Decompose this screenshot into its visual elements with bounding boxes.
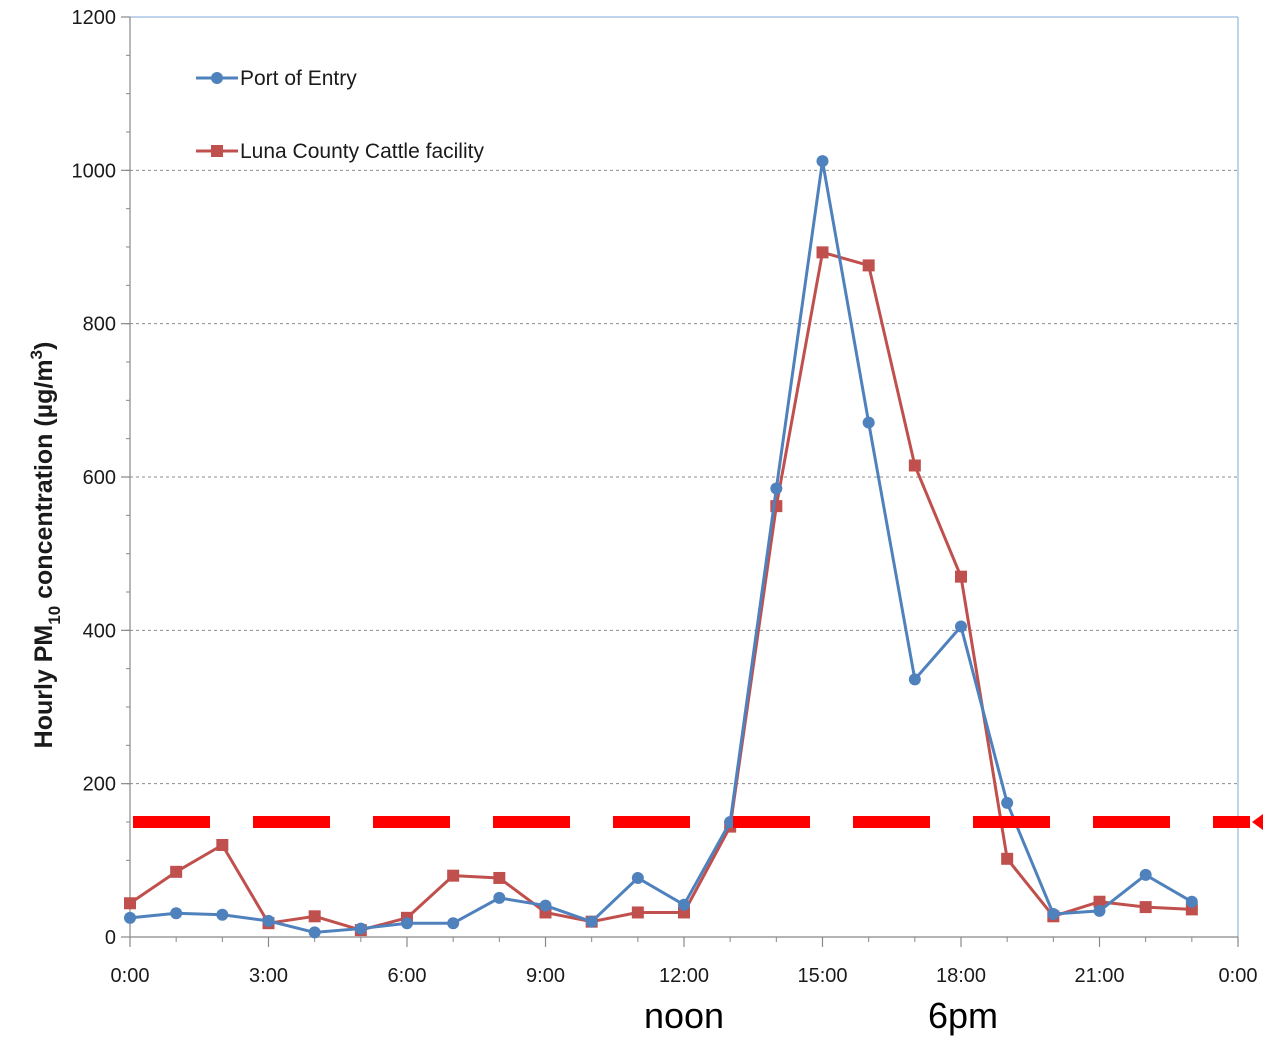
data-point [955,620,967,633]
x-tick-label: 12:00 [659,965,709,987]
data-point [862,416,875,429]
data-point [631,906,644,919]
data-point [678,898,690,911]
y-axis-ticks: 0 200 400 600 800 1000 1200 [72,7,130,949]
x-tick-label: 6:00 [388,965,427,987]
data-point [1139,901,1152,914]
x-tick-label: 15:00 [797,965,847,987]
data-point [631,871,644,884]
data-point [308,910,321,923]
data-point [955,570,967,583]
y-tick-label: 200 [83,774,116,796]
y-tick-label: 1000 [72,160,117,182]
data-point [124,911,136,924]
data-point [1047,908,1060,920]
data-point [585,915,598,928]
data-point [216,908,229,921]
x-tick-label: 18:00 [936,965,986,987]
y-axis-label: Hourly PM10 concentration (µg/m3) [27,342,64,749]
data-point [539,899,552,912]
threshold-arrow [1252,814,1263,830]
x-axis-ticks: 0:00 3:00 6:00 9:00 12:00 15:00 18:00 21:00 0:00 [111,937,1258,987]
data-point [816,246,829,259]
data-point [124,897,136,910]
x-tick-label: 0:00 [1219,965,1258,987]
data-point [908,459,921,472]
y-tick-label: 400 [83,620,116,642]
data-point [862,259,875,272]
data-point [447,917,460,930]
x-tick-label: 3:00 [249,965,288,987]
series-line [129,250,1192,932]
data-point [216,839,229,851]
annotation-noon: noon [644,995,724,1036]
data-point [1001,796,1014,809]
legend-label: Luna County Cattle facility [240,140,484,163]
gridlines [130,16,1238,785]
data-point [170,865,183,878]
data-point [262,914,275,927]
data-point [770,482,783,495]
data-point [493,891,506,904]
data-point [1093,895,1106,908]
data-point [1093,904,1106,917]
x-tick-label: 0:00 [111,965,150,987]
annotation-6pm: 6pm [928,995,998,1036]
data-point [308,926,321,939]
data-point [1185,895,1198,908]
x-tick-label: 21:00 [1074,965,1124,987]
legend-marker [211,72,223,84]
data-point [770,500,783,513]
x-tick-label: 9:00 [526,965,565,987]
legend-label: Port of Entry [240,67,357,90]
data-point [908,673,921,686]
data-point [816,155,829,168]
data-point [170,907,183,920]
data-point [447,869,460,882]
data-point [1001,852,1014,865]
y-tick-label: 600 [83,467,116,489]
legend-marker [211,145,223,157]
legend: Port of Entry Luna County Cattle facility [196,67,484,163]
y-tick-label: 800 [83,314,116,336]
data-point [401,917,413,930]
data-point [354,922,367,935]
y-tick-label: 1200 [72,7,117,29]
data-point [1139,868,1152,881]
y-tick-label: 0 [105,927,116,949]
data-point [493,871,506,884]
